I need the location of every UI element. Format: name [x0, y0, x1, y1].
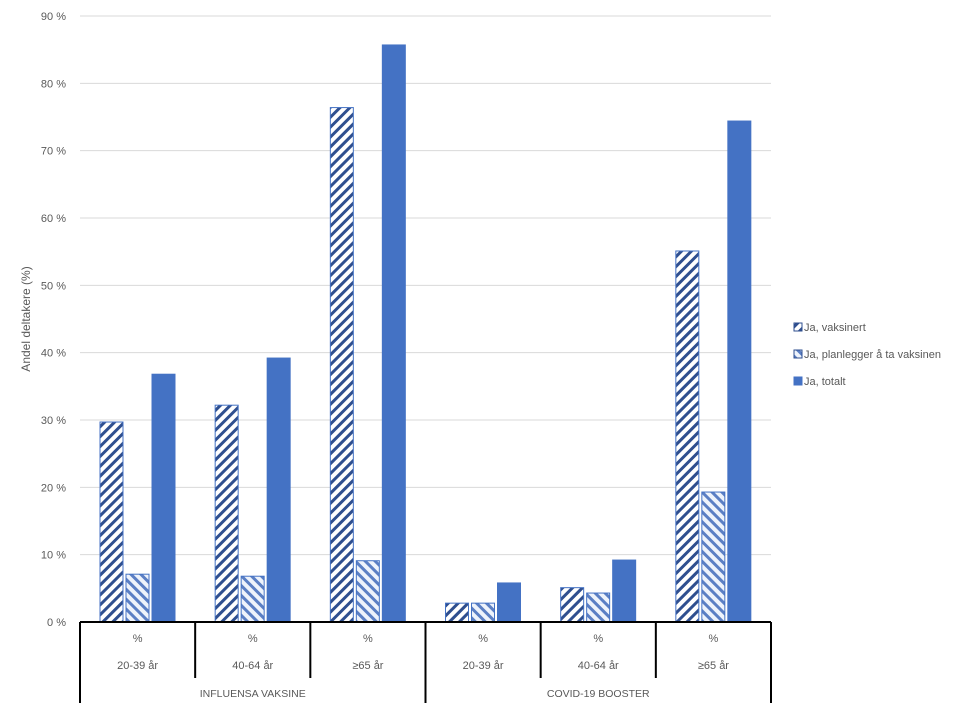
- category-label: ≥65 år: [698, 660, 729, 672]
- legend-swatch: [793, 322, 803, 332]
- category-label: 20-39 år: [117, 660, 158, 672]
- bar-hatch-forward: [675, 250, 700, 623]
- bar-hatch-back: [125, 573, 150, 623]
- bar-solid: [497, 582, 521, 623]
- y-tick-label: 30 %: [41, 415, 66, 427]
- y-tick-label: 60 %: [41, 213, 66, 225]
- legend-label: Ja, totalt: [804, 376, 846, 388]
- bar-hatch-forward: [560, 587, 585, 623]
- group-label: INFLUENSA VAKSINE: [200, 688, 306, 700]
- y-tick-label: 0 %: [47, 617, 66, 629]
- bar-hatch-back: [355, 560, 380, 623]
- legend-label: Ja, vaksinert: [804, 322, 866, 334]
- y-tick-label: 40 %: [41, 348, 66, 360]
- y-tick-label: 70 %: [41, 146, 66, 158]
- y-tick-label: 80 %: [41, 78, 66, 90]
- legend-label: Ja, planlegger å ta vaksinen: [804, 349, 941, 361]
- y-tick-label: 10 %: [41, 550, 66, 562]
- category-unit-label: %: [363, 633, 373, 645]
- bar-hatch-forward: [329, 107, 354, 623]
- bar-hatch-forward: [214, 404, 239, 623]
- category-label: 20-39 år: [463, 660, 504, 672]
- y-tick-label: 20 %: [41, 482, 66, 494]
- legend-swatch: [793, 376, 803, 386]
- bar-hatch-back: [240, 575, 265, 623]
- bar-solid: [612, 559, 637, 623]
- bar-hatch-back: [701, 491, 726, 623]
- y-tick-label: 90 %: [41, 11, 66, 23]
- bar-hatch-forward: [445, 602, 469, 623]
- category-unit-label: %: [133, 633, 143, 645]
- bar-hatch-forward: [99, 421, 124, 623]
- category-label: ≥65 år: [352, 660, 383, 672]
- category-unit-label: %: [478, 633, 488, 645]
- category-label: 40-64 år: [232, 660, 273, 672]
- bar-solid: [381, 44, 406, 623]
- legend-swatch: [793, 349, 803, 359]
- category-unit-label: %: [709, 633, 719, 645]
- category-unit-label: %: [593, 633, 603, 645]
- bar-solid: [266, 357, 291, 623]
- bar-hatch-back: [471, 602, 495, 623]
- y-axis-label: Andel deltakere (%): [19, 266, 33, 371]
- category-unit-label: %: [248, 633, 258, 645]
- bar-solid: [151, 373, 176, 623]
- bar-hatch-back: [586, 592, 611, 623]
- group-label: COVID-19 BOOSTER: [547, 688, 650, 700]
- y-tick-label: 50 %: [41, 280, 66, 292]
- category-label: 40-64 år: [578, 660, 619, 672]
- bar-solid: [727, 120, 752, 623]
